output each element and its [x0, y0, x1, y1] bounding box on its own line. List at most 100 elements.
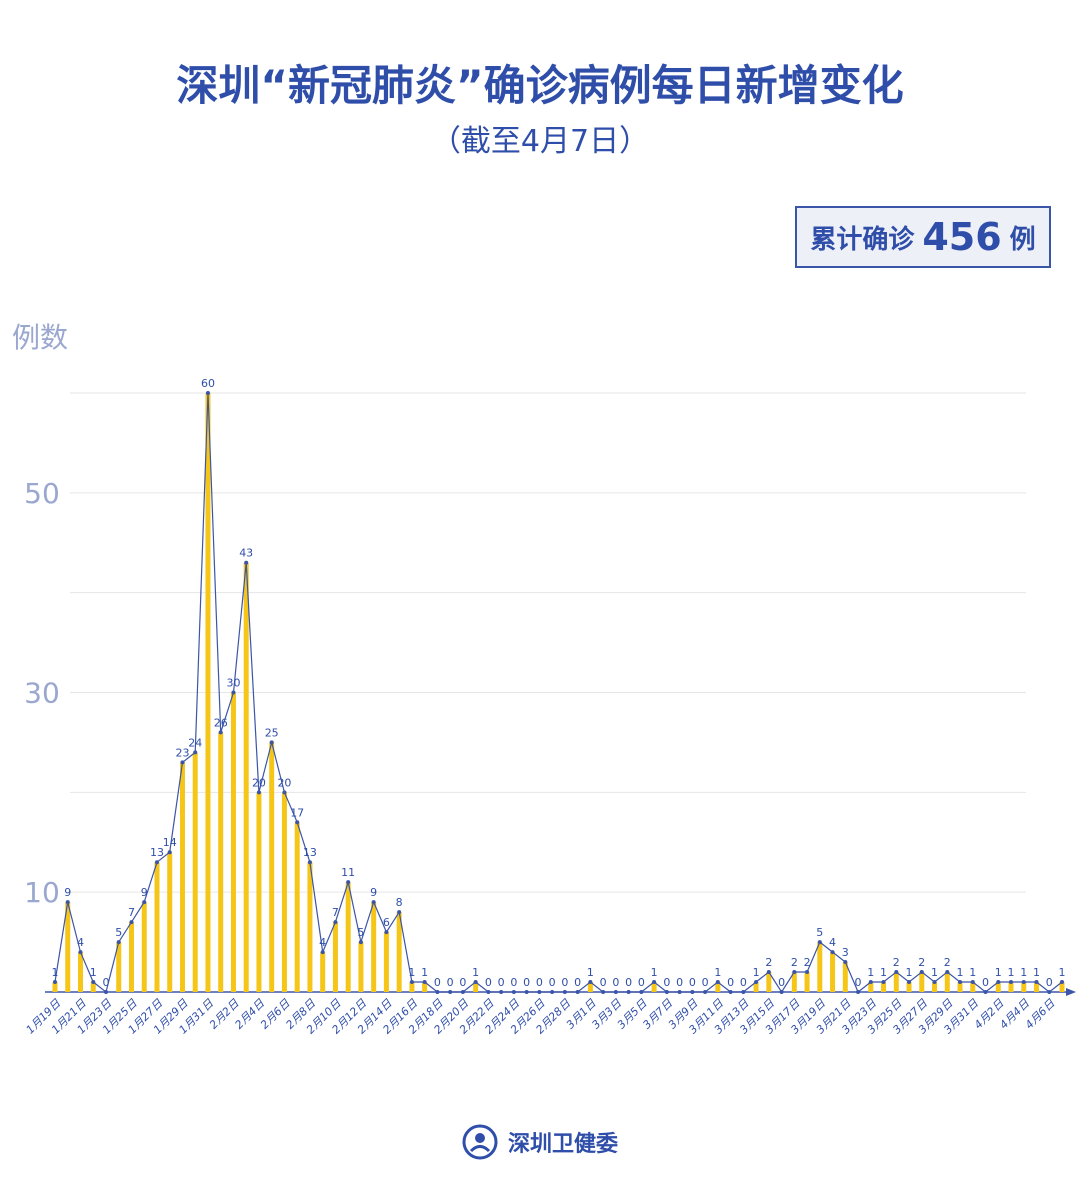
point: [205, 391, 210, 395]
value-label: 0: [498, 976, 505, 989]
title: 深圳“新冠肺炎”确诊病例每日新增变化: [176, 61, 904, 110]
value-label: 0: [574, 976, 581, 989]
point: [473, 980, 478, 985]
bar: [1034, 982, 1040, 992]
bar: [791, 972, 797, 992]
value-label: 23: [175, 746, 189, 759]
value-label: 24: [188, 736, 202, 749]
point: [53, 980, 57, 985]
value-label: 1: [587, 966, 594, 979]
value-label: 2: [804, 956, 811, 969]
point: [792, 970, 797, 975]
bar: [830, 952, 836, 992]
value-label: 0: [663, 976, 670, 989]
point: [919, 970, 924, 975]
bar: [90, 982, 96, 992]
point: [435, 990, 440, 994]
bar: [128, 922, 134, 992]
bar: [179, 762, 185, 992]
bar: [766, 972, 772, 992]
bar: [881, 982, 887, 992]
point: [754, 980, 759, 985]
value-label: 1: [90, 966, 97, 979]
bar: [970, 982, 976, 992]
bar: [753, 982, 759, 992]
value-label: 1: [52, 966, 59, 979]
y-tick-label: 50: [24, 477, 60, 510]
value-label: 0: [638, 976, 645, 989]
point: [779, 990, 784, 994]
value-label: 1: [1008, 966, 1015, 979]
value-label: 1: [880, 966, 887, 979]
value-label: 25: [265, 726, 279, 739]
point: [1021, 980, 1026, 985]
value-label: 1: [421, 966, 428, 979]
bar: [817, 942, 823, 992]
bar: [269, 742, 275, 992]
value-label: 0: [702, 976, 709, 989]
value-label: 5: [816, 926, 823, 939]
value-label: 1: [651, 966, 658, 979]
value-label: 1: [1020, 966, 1027, 979]
point: [958, 980, 963, 985]
point: [677, 990, 682, 994]
bar: [52, 982, 58, 992]
bar: [473, 982, 479, 992]
bar: [422, 982, 428, 992]
point: [652, 980, 657, 985]
value-label: 2: [893, 956, 900, 969]
bar: [396, 912, 402, 992]
value-label: 9: [370, 886, 377, 899]
value-label: 1: [1033, 966, 1040, 979]
bar: [957, 982, 963, 992]
value-label: 1: [969, 966, 976, 979]
value-label: 20: [277, 776, 291, 789]
value-label: 0: [740, 976, 747, 989]
point: [575, 990, 580, 994]
bar: [1059, 982, 1065, 992]
point: [256, 790, 261, 795]
point: [333, 920, 338, 925]
point: [499, 990, 504, 994]
value-label: 0: [676, 976, 683, 989]
point: [881, 980, 886, 985]
bar: [332, 922, 338, 992]
bar: [230, 692, 236, 992]
value-label: 26: [214, 716, 228, 729]
value-label: 0: [561, 976, 568, 989]
value-label: 0: [778, 976, 785, 989]
bar: [167, 852, 173, 992]
value-label: 1: [472, 966, 479, 979]
value-label: 1: [995, 966, 1002, 979]
bar: [1008, 982, 1014, 992]
bar: [243, 562, 249, 992]
value-label: 5: [357, 926, 364, 939]
point: [1034, 980, 1039, 985]
bar: [320, 952, 326, 992]
point: [856, 990, 861, 994]
point: [167, 850, 172, 855]
point: [588, 980, 593, 985]
value-label: 0: [612, 976, 619, 989]
point: [907, 980, 912, 985]
line: [54, 392, 1063, 994]
value-label: 17: [290, 806, 304, 819]
value-label: 13: [303, 846, 317, 859]
value-label: 11: [341, 866, 355, 879]
point: [550, 990, 555, 994]
point: [269, 740, 274, 745]
y-tick-label: 10: [24, 876, 60, 909]
value-label: 30: [226, 677, 240, 690]
point: [970, 980, 975, 985]
value-label: 0: [1046, 976, 1053, 989]
value-label: 4: [319, 936, 326, 949]
bar: [893, 972, 899, 992]
value-label: 43: [239, 547, 253, 560]
point: [231, 690, 236, 695]
point: [193, 750, 198, 755]
point: [996, 980, 1001, 985]
point: [715, 980, 720, 985]
point: [639, 990, 644, 994]
bar: [409, 982, 415, 992]
total-box: 累计确诊 456 例: [795, 206, 1051, 268]
